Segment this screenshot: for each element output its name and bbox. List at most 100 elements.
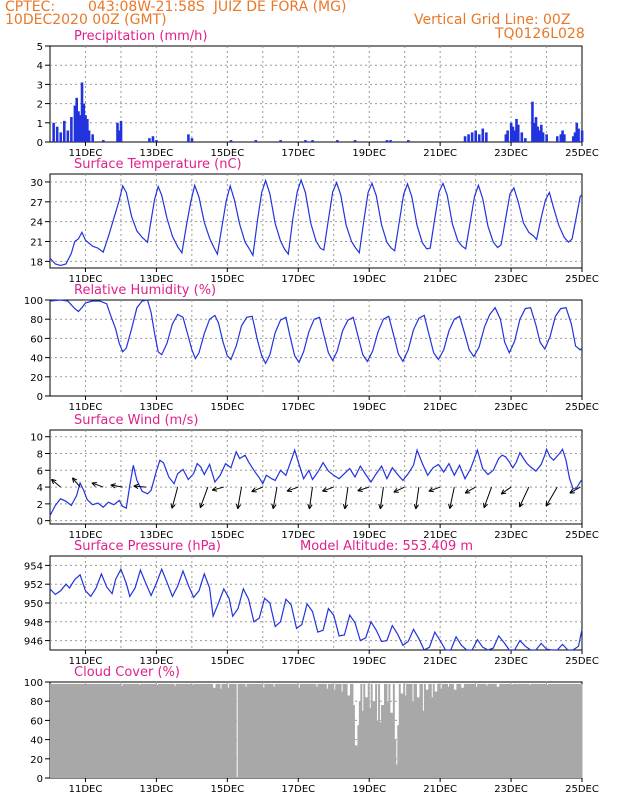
wind-arrow-head	[415, 504, 419, 510]
precip-bar	[536, 126, 540, 142]
cloud-bar	[423, 683, 426, 778]
cloud-bar	[253, 683, 256, 778]
cloud-bar	[264, 683, 267, 778]
wind-arrow-head	[464, 488, 469, 494]
cloud-bar	[555, 683, 558, 778]
cloud-bar	[487, 683, 490, 778]
cloud-bar	[370, 683, 373, 778]
precip-bar	[82, 103, 86, 142]
cloud-bar	[293, 683, 296, 778]
precip-bar	[311, 140, 314, 142]
cloud-bar	[290, 683, 293, 778]
wind-arrow	[519, 486, 530, 508]
cloud-bar	[106, 683, 109, 778]
wind-arrow-head	[519, 503, 524, 508]
cloud-bar	[415, 683, 417, 778]
cloud-bar	[333, 689, 336, 778]
wind-arrow-head	[235, 503, 239, 509]
cloud-bar	[160, 683, 163, 778]
cloud-bar	[379, 722, 382, 778]
y-tick-label: 20	[30, 373, 43, 384]
wind-arrow-head	[569, 488, 574, 494]
wind-arrow	[464, 486, 476, 494]
cloud-bar	[426, 689, 429, 778]
cloud-bar	[219, 688, 222, 778]
wind-arrow-head	[110, 483, 116, 486]
cloud-bar	[126, 683, 129, 778]
cloud-bar	[188, 683, 191, 778]
y-tick-label: 950	[24, 599, 43, 610]
cloud-bar	[428, 683, 431, 778]
header-location: 043:08W-21:58S JUIZ DE FORA (MG)	[88, 0, 347, 15]
cloud-bar	[466, 683, 469, 778]
precip-bar	[62, 120, 66, 142]
cloud-bar	[250, 683, 253, 778]
wind-arrow	[171, 486, 179, 509]
cloud-bar	[478, 683, 481, 778]
cloud-bar	[556, 683, 559, 778]
wind-arrow-head	[170, 503, 173, 509]
cloud-bar	[117, 683, 120, 778]
precip-bar	[66, 130, 70, 142]
cloud-bar	[417, 697, 420, 778]
cloud-bar	[361, 710, 364, 778]
cloud-bar	[565, 683, 568, 778]
cloud-bar	[128, 683, 131, 778]
wind-arrow-head	[501, 492, 507, 495]
cloud-bar	[265, 683, 268, 778]
x-tick-label: 13DEC	[140, 274, 174, 285]
x-tick-label: 13DEC	[140, 530, 174, 541]
precip-bar	[87, 130, 91, 142]
panel-title-0: Precipitation (mm/h)	[74, 29, 207, 44]
cloud-bar	[519, 683, 522, 778]
wind-arrow-head	[286, 490, 293, 493]
y-tick-label: 80	[30, 697, 43, 708]
precip-bar	[229, 140, 233, 142]
cloud-bar	[420, 683, 423, 778]
cloud-bar	[516, 683, 519, 778]
y-tick-label: 0	[37, 517, 43, 528]
cloud-bar	[561, 683, 564, 778]
y-tick-label: 18	[30, 257, 43, 268]
cloud-bar	[440, 688, 443, 778]
wind-arrow	[344, 487, 349, 509]
cloud-bar	[567, 683, 570, 778]
cloud-bar	[358, 701, 361, 778]
cloud-bar	[202, 683, 205, 778]
cloud-bar	[318, 683, 321, 778]
cloud-bar	[175, 683, 178, 778]
series-line-3	[49, 447, 583, 516]
header-grid-note: Vertical Grid Line: 00Z	[414, 12, 571, 28]
precip-bar	[254, 140, 258, 142]
cloud-bar	[321, 683, 324, 778]
cloud-bar	[112, 683, 115, 778]
cloud-bar	[559, 683, 562, 778]
y-tick-label: 30	[30, 178, 43, 189]
wind-arrow-head	[72, 477, 78, 481]
cloud-bar	[91, 683, 94, 778]
precip-bar	[389, 140, 392, 142]
precip-bar	[532, 122, 536, 142]
wind-arrow	[357, 486, 370, 492]
panel-title-3: Surface Wind (m/s)	[74, 413, 198, 428]
y-tick-label: 2	[37, 100, 43, 111]
x-tick-label: 21DEC	[423, 274, 457, 285]
wind-arrow-head	[357, 490, 363, 492]
cloud-bar	[509, 683, 512, 778]
cloud-bar	[249, 683, 252, 778]
x-tick-label: 23DEC	[494, 402, 528, 413]
cloud-bar	[568, 683, 571, 778]
cloud-bar	[570, 683, 573, 778]
cloud-bar	[61, 683, 64, 778]
precip-bar	[117, 130, 121, 142]
cloud-bar	[564, 683, 567, 778]
x-tick-label: 17DEC	[281, 148, 315, 159]
cloud-bar	[287, 683, 290, 778]
cloud-bar	[67, 683, 70, 778]
x-tick-label: 21DEC	[423, 148, 457, 159]
cloud-bar	[82, 683, 85, 778]
cloud-bar	[404, 695, 407, 778]
x-tick-label: 15DEC	[210, 530, 244, 541]
cloud-bar	[477, 683, 480, 778]
cloud-bar	[386, 701, 389, 778]
